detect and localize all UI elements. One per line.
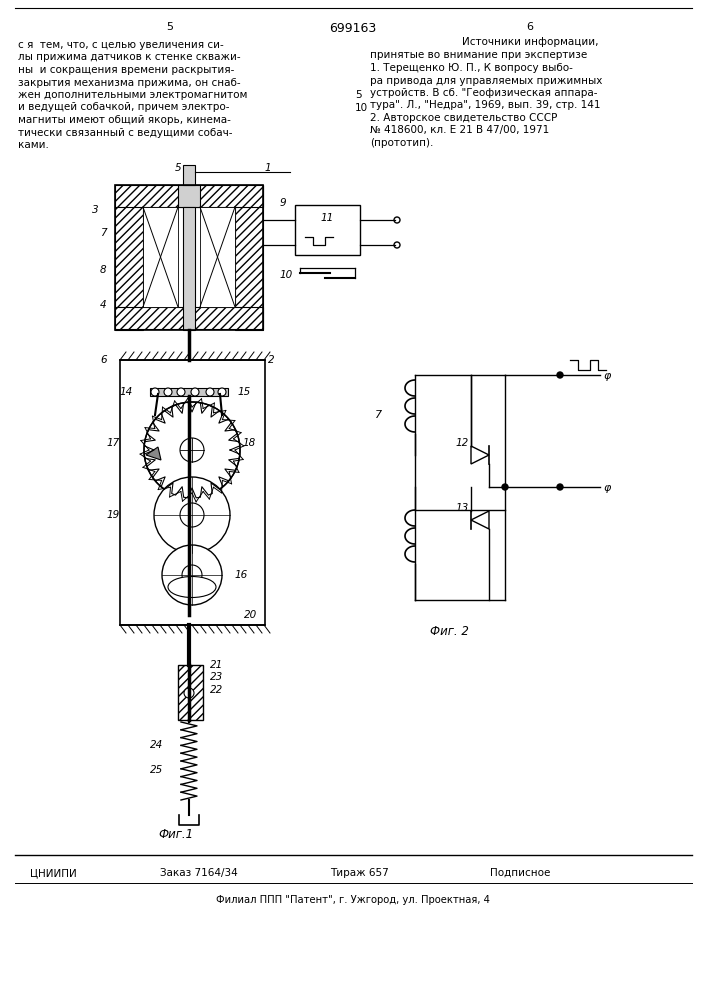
Bar bbox=[295, 205, 360, 255]
Text: φ: φ bbox=[603, 483, 610, 493]
Text: с я  тем, что, с целью увеличения си-: с я тем, что, с целью увеличения си- bbox=[18, 40, 223, 50]
Text: принятые во внимание при экспертизе: принятые во внимание при экспертизе bbox=[370, 50, 588, 60]
Bar bbox=[178, 665, 203, 720]
Text: ками.: ками. bbox=[18, 140, 49, 150]
Circle shape bbox=[394, 242, 400, 248]
Text: магниты имеют общий якорь, кинема-: магниты имеют общий якорь, кинема- bbox=[18, 115, 231, 125]
Bar bbox=[115, 185, 143, 330]
Text: закрытия механизма прижима, он снаб-: закрытия механизма прижима, он снаб- bbox=[18, 78, 240, 88]
Circle shape bbox=[144, 402, 240, 498]
Text: 4: 4 bbox=[100, 300, 107, 310]
Text: устройств. В сб. "Геофизическая аппара-: устройств. В сб. "Геофизическая аппара- bbox=[370, 88, 597, 98]
Text: и ведущей собачкой, причем электро-: и ведущей собачкой, причем электро- bbox=[18, 103, 230, 112]
Text: Подписное: Подписное bbox=[490, 868, 550, 878]
Circle shape bbox=[206, 388, 214, 396]
Circle shape bbox=[162, 545, 222, 605]
Bar bbox=[200, 207, 235, 307]
Text: 11: 11 bbox=[320, 213, 334, 223]
Circle shape bbox=[151, 388, 159, 396]
Text: 10: 10 bbox=[355, 103, 368, 113]
Text: 6: 6 bbox=[527, 22, 534, 32]
Text: 23: 23 bbox=[210, 672, 223, 682]
Circle shape bbox=[177, 388, 185, 396]
Bar bbox=[235, 185, 263, 330]
Bar bbox=[178, 185, 200, 207]
Text: Фиг.1: Фиг.1 bbox=[158, 828, 193, 841]
Text: 14: 14 bbox=[120, 387, 133, 397]
Circle shape bbox=[164, 388, 172, 396]
Text: 5: 5 bbox=[175, 163, 182, 173]
Bar bbox=[183, 165, 195, 185]
Text: 13: 13 bbox=[456, 503, 469, 513]
Bar bbox=[183, 207, 195, 330]
Polygon shape bbox=[146, 447, 161, 460]
Bar bbox=[115, 185, 263, 207]
Text: 17: 17 bbox=[107, 438, 120, 448]
Text: 25: 25 bbox=[150, 765, 163, 775]
Text: 7: 7 bbox=[375, 410, 382, 420]
Circle shape bbox=[557, 484, 563, 490]
Bar bbox=[115, 185, 263, 330]
Text: ра привода для управляемых прижимных: ра привода для управляемых прижимных bbox=[370, 76, 602, 86]
Text: 18: 18 bbox=[243, 438, 256, 448]
Text: 2: 2 bbox=[268, 355, 274, 365]
Text: 6: 6 bbox=[100, 355, 107, 365]
Text: 22: 22 bbox=[210, 685, 223, 695]
Text: 21: 21 bbox=[210, 660, 223, 670]
Circle shape bbox=[218, 388, 226, 396]
Text: 7: 7 bbox=[100, 228, 107, 238]
Text: (прототип).: (прототип). bbox=[370, 138, 433, 148]
Text: 10: 10 bbox=[280, 270, 293, 280]
Text: 699163: 699163 bbox=[329, 22, 377, 35]
Text: 20: 20 bbox=[244, 610, 257, 620]
Text: тура". Л., "Недра", 1969, вып. 39, стр. 141: тура". Л., "Недра", 1969, вып. 39, стр. … bbox=[370, 101, 600, 110]
Bar bbox=[115, 307, 263, 329]
Text: Фиг. 2: Фиг. 2 bbox=[430, 625, 469, 638]
Circle shape bbox=[182, 565, 202, 585]
Text: 5: 5 bbox=[355, 90, 361, 100]
Bar bbox=[143, 207, 178, 307]
Text: ЦНИИПИ: ЦНИИПИ bbox=[30, 868, 77, 878]
Text: лы прижима датчиков к стенке скважи-: лы прижима датчиков к стенке скважи- bbox=[18, 52, 240, 62]
Text: Филиал ППП "Патент", г. Ужгород, ул. Проектная, 4: Филиал ППП "Патент", г. Ужгород, ул. Про… bbox=[216, 895, 490, 905]
Text: 9: 9 bbox=[280, 198, 286, 208]
Circle shape bbox=[394, 217, 400, 223]
Circle shape bbox=[180, 503, 204, 527]
Text: 3: 3 bbox=[92, 205, 98, 215]
Text: Заказ 7164/34: Заказ 7164/34 bbox=[160, 868, 238, 878]
Text: № 418600, кл. Е 21 В 47/00, 1971: № 418600, кл. Е 21 В 47/00, 1971 bbox=[370, 125, 549, 135]
Text: 1: 1 bbox=[265, 163, 271, 173]
Circle shape bbox=[502, 484, 508, 490]
Text: ны  и сокращения времени раскрытия-: ны и сокращения времени раскрытия- bbox=[18, 65, 235, 75]
Circle shape bbox=[191, 388, 199, 396]
Text: 19: 19 bbox=[107, 510, 120, 520]
Circle shape bbox=[154, 477, 230, 553]
Circle shape bbox=[184, 688, 194, 698]
Text: 15: 15 bbox=[238, 387, 251, 397]
Text: Тираж 657: Тираж 657 bbox=[330, 868, 389, 878]
Bar bbox=[120, 360, 265, 625]
Text: 12: 12 bbox=[456, 438, 469, 448]
Text: жен дополнительными электромагнитом: жен дополнительными электромагнитом bbox=[18, 90, 247, 100]
Bar bbox=[150, 388, 228, 396]
Text: 24: 24 bbox=[150, 740, 163, 750]
Polygon shape bbox=[471, 511, 489, 529]
Text: 16: 16 bbox=[235, 570, 248, 580]
Circle shape bbox=[180, 438, 204, 462]
Circle shape bbox=[557, 372, 563, 378]
Text: φ: φ bbox=[603, 371, 610, 381]
Text: 8: 8 bbox=[100, 265, 107, 275]
Ellipse shape bbox=[168, 576, 216, 597]
Text: 1. Терещенко Ю. П., К вопросу выбо-: 1. Терещенко Ю. П., К вопросу выбо- bbox=[370, 63, 573, 73]
Polygon shape bbox=[471, 446, 489, 464]
Text: 2. Авторское свидетельство СССР: 2. Авторское свидетельство СССР bbox=[370, 113, 557, 123]
Text: Источники информации,: Источники информации, bbox=[462, 37, 598, 47]
Text: 5: 5 bbox=[167, 22, 173, 32]
Text: тически связанный с ведущими собач-: тически связанный с ведущими собач- bbox=[18, 127, 233, 137]
